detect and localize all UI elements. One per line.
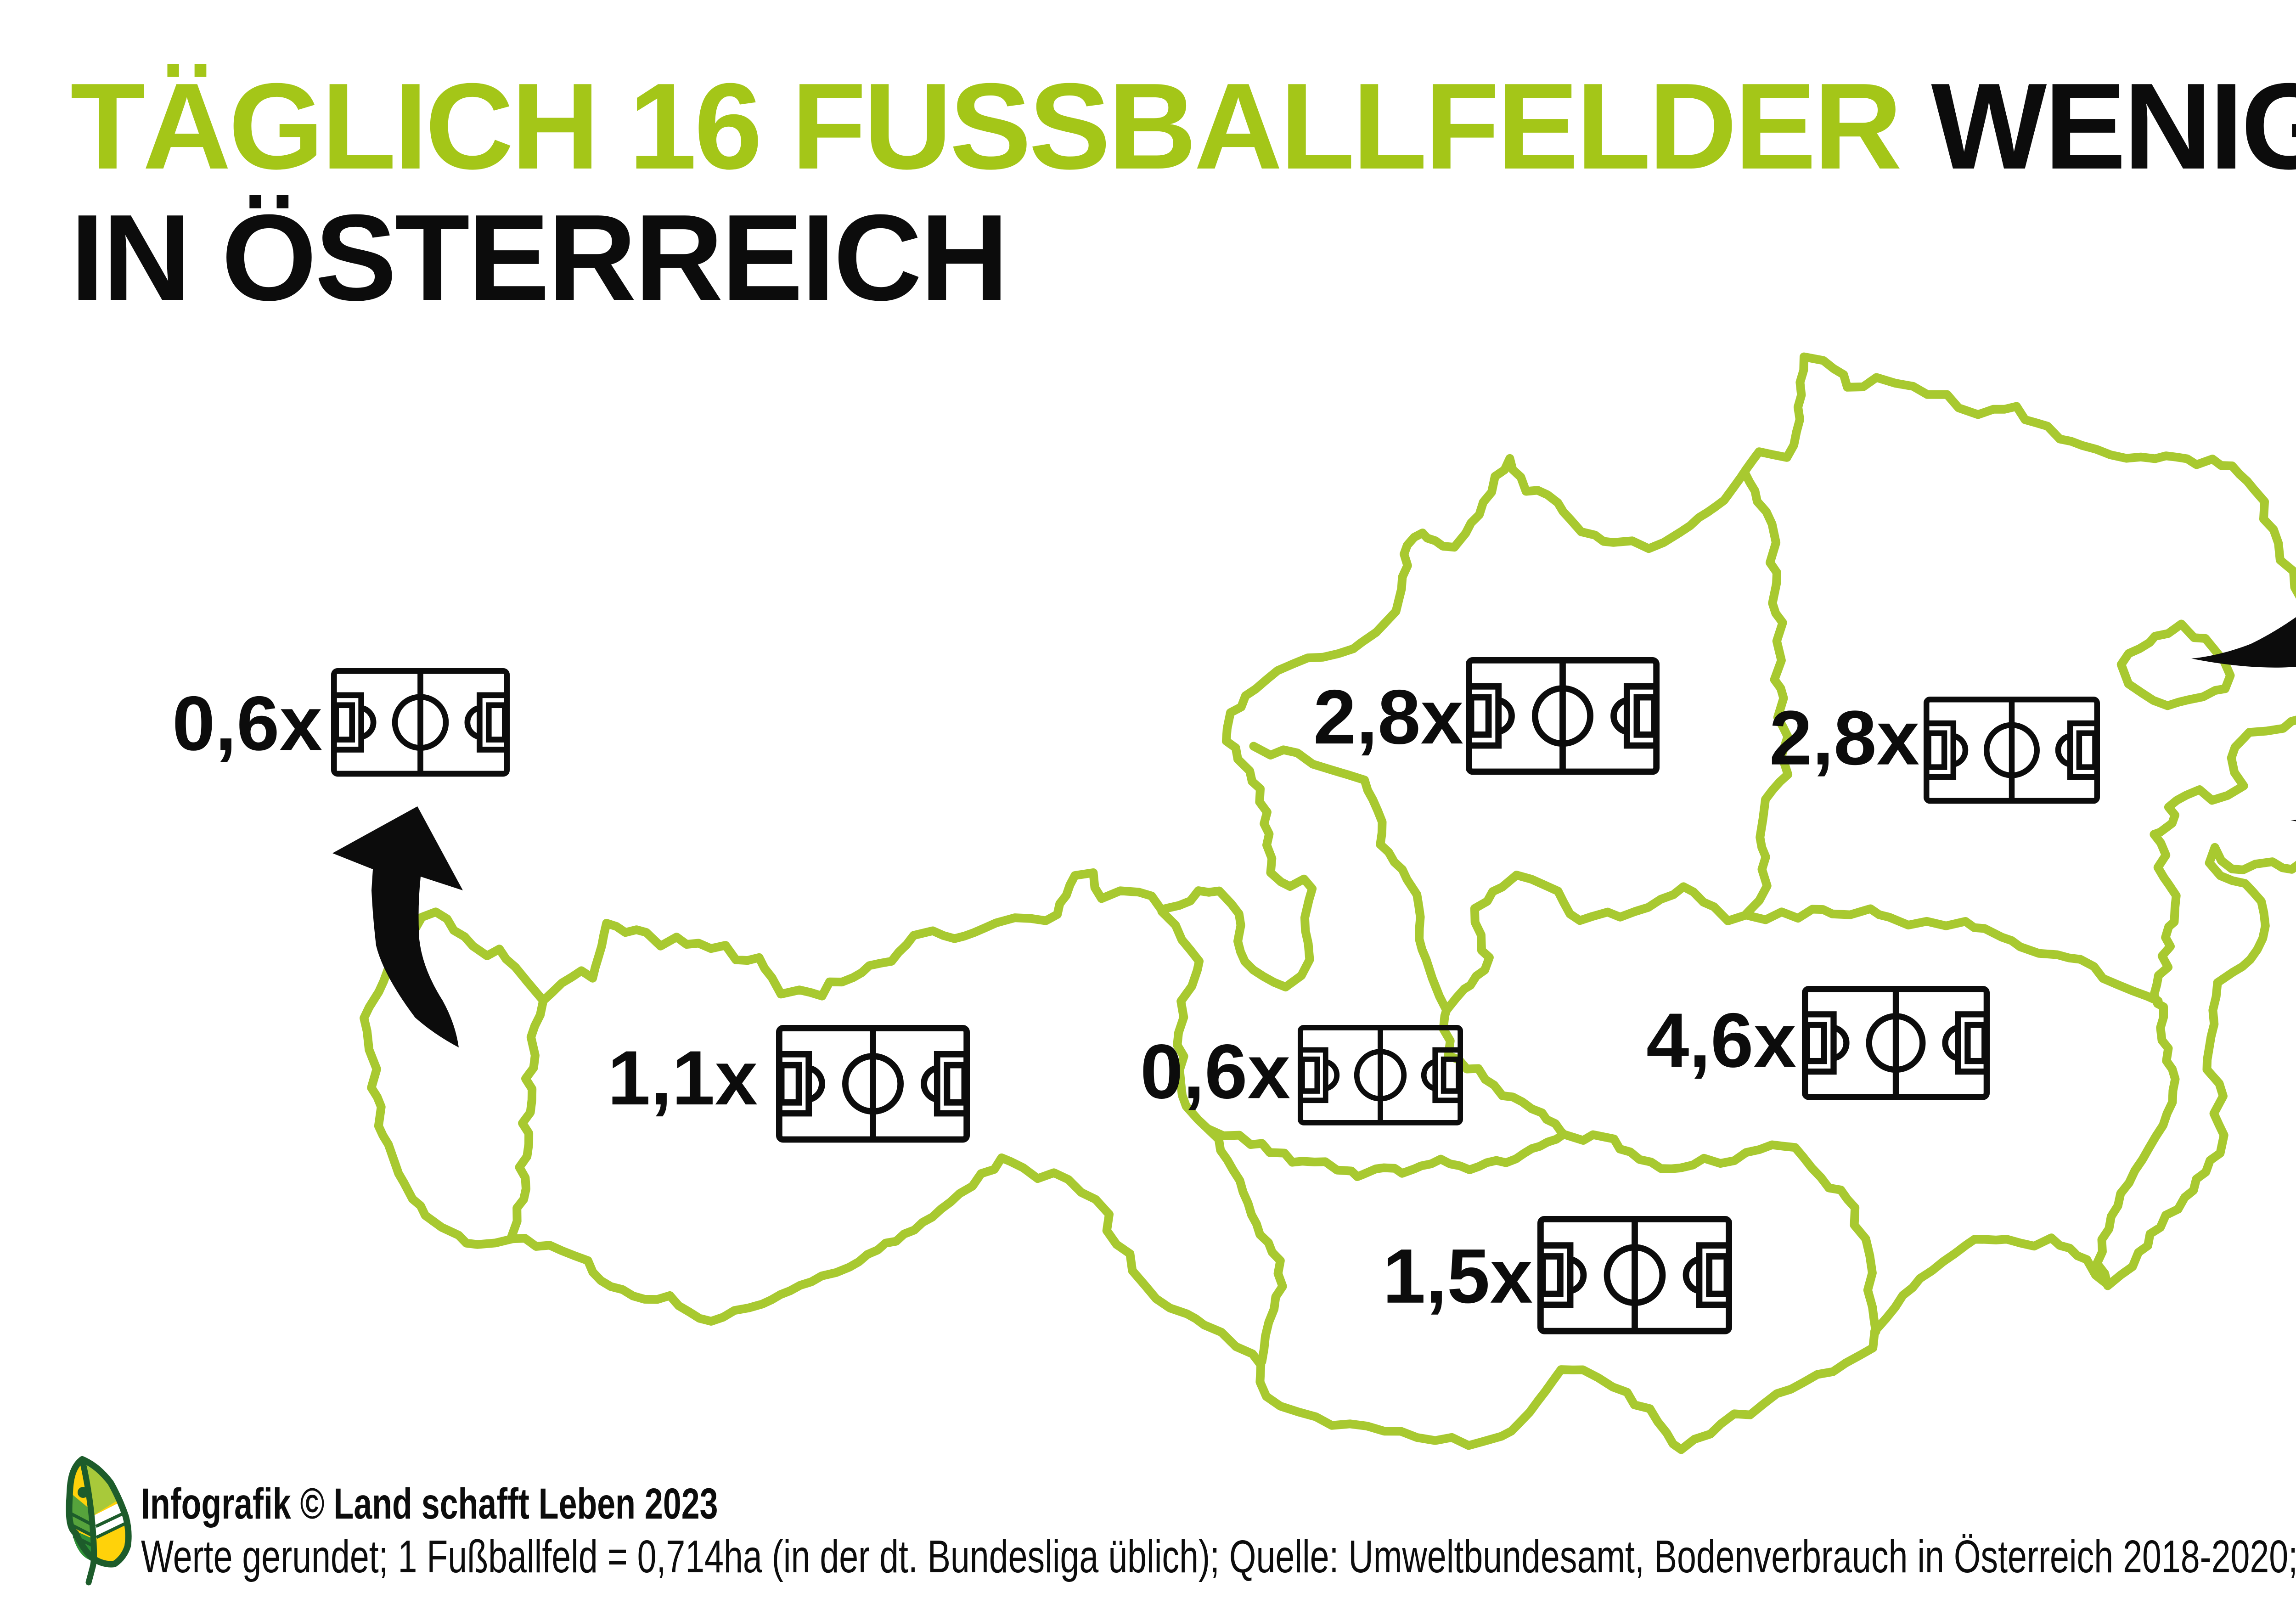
svg-text:1,1x: 1,1x: [608, 1035, 758, 1121]
svg-text:0,6x: 0,6x: [172, 680, 322, 766]
svg-text:1,5x: 1,5x: [1383, 1233, 1533, 1319]
svg-text:4,6x: 4,6x: [1646, 997, 1796, 1083]
svg-text:0,6x: 0,6x: [1140, 1028, 1290, 1114]
svg-text:2,8x: 2,8x: [1769, 695, 1919, 781]
svg-text:2,8x: 2,8x: [1313, 674, 1463, 760]
